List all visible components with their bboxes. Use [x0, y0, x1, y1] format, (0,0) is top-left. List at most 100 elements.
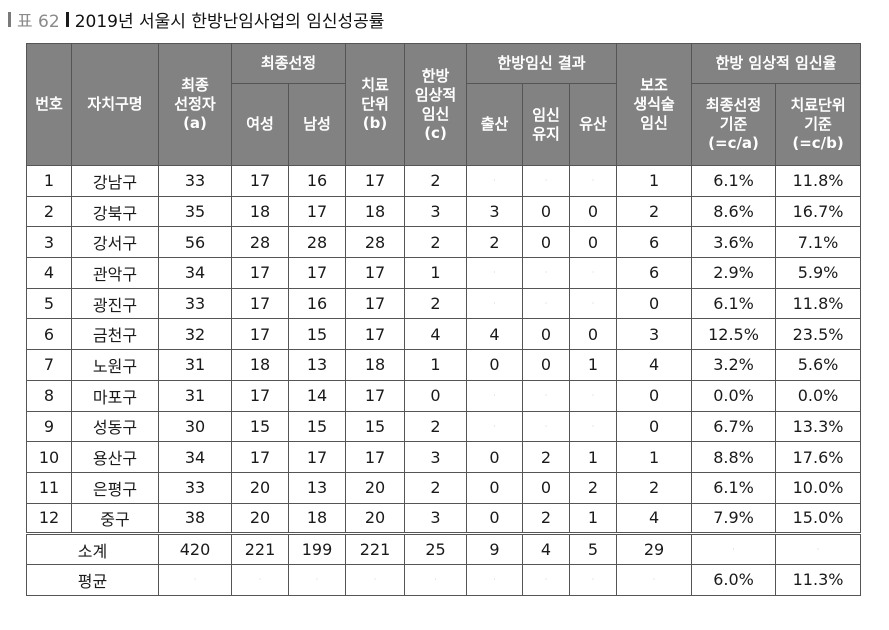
table-cell: 9 [26, 410, 72, 443]
table-row: 11 은평구 33 20 13 20 2 0 0 2 2 6.1% 10.0% [26, 471, 862, 504]
table-cell: 16 [287, 165, 347, 197]
table-cell: 20 [231, 502, 289, 535]
table-cell: · [569, 165, 618, 197]
table-cell: 2 [404, 471, 468, 504]
table-cell: 6.1% [691, 165, 777, 197]
table-cell: · [287, 563, 347, 596]
table-cell: 0 [522, 318, 571, 351]
table-cell: 0 [466, 502, 524, 535]
table-cell: · [569, 257, 618, 289]
subtotal-row: 소계 420 221 199 221 25 9 4 5 29 · · [26, 532, 862, 565]
table-cell: 0 [569, 226, 618, 259]
table-cell: 13 [287, 349, 347, 381]
table-cell: 0 [404, 379, 468, 412]
table-cell: · [158, 563, 232, 596]
average-row: 평균 · · · · · · · · · 6.0% 11.3% [26, 563, 862, 596]
table-cell: 420 [158, 532, 232, 565]
table-cell: 강남구 [71, 165, 159, 197]
table-cell: 2 [616, 471, 693, 504]
table-cell: 평균 [26, 563, 159, 596]
table-cell: 38 [158, 502, 232, 535]
table-cell: · [522, 257, 571, 289]
table-cell: 5 [569, 532, 618, 565]
table-cell: 0.0% [691, 379, 777, 412]
table-cell: 8 [26, 379, 72, 412]
table-cell: 15 [287, 318, 347, 351]
table-cell: 1 [569, 441, 618, 473]
table-cell: 0 [616, 287, 693, 320]
table-cell: 7 [26, 349, 72, 381]
table-cell: 16.7% [775, 195, 862, 228]
table-cell: · [466, 257, 524, 289]
table-cell: 1 [616, 165, 693, 197]
table-cell: 7.1% [775, 226, 862, 259]
header-rate-final: 최종선정 기준 (=c/a) [691, 83, 777, 166]
header-miscarriage: 유산 [569, 83, 618, 166]
table-cell: 6 [616, 257, 693, 289]
table-cell: 34 [158, 257, 232, 289]
header-male: 남성 [287, 83, 347, 166]
table-cell: 25 [404, 532, 468, 565]
table-cell: 13 [287, 471, 347, 504]
table-cell: 6.1% [691, 287, 777, 320]
table-cell: 4 [26, 257, 72, 289]
caption-label: 표 62 [17, 11, 60, 32]
table-cell: 17 [231, 165, 289, 197]
table-cell: 0 [569, 318, 618, 351]
table-row: 6 금천구 32 17 15 17 4 4 0 0 3 12.5% 23.5% [26, 318, 862, 351]
table-cell: 3 [404, 441, 468, 473]
table-cell: 11 [26, 471, 72, 504]
caption-bar-icon [8, 11, 11, 27]
table-cell: 2 [404, 410, 468, 443]
table-cell: 18 [287, 502, 347, 535]
table-cell: · [466, 410, 524, 443]
table-row: 2 강북구 35 18 17 18 3 3 0 0 2 8.6% 16.7% [26, 195, 862, 228]
table-cell: · [466, 287, 524, 320]
table-cell: · [691, 532, 777, 565]
table-cell: 31 [158, 379, 232, 412]
table-cell: 3.2% [691, 349, 777, 381]
table-cell: 17 [231, 257, 289, 289]
table-cell: 23.5% [775, 318, 862, 351]
table-cell: 4 [522, 532, 571, 565]
table-cell: 6 [616, 226, 693, 259]
table-cell: 4 [466, 318, 524, 351]
header-rate-unit: 치료단위 기준 (=c/b) [775, 83, 862, 166]
header-kmed-result: 한방임신 결과 [466, 43, 618, 84]
table-cell: 28 [345, 226, 406, 259]
table-cell: 0 [522, 471, 571, 504]
table-cell: 2 [26, 195, 72, 228]
table-cell: 10 [26, 441, 72, 473]
table-cell: · [775, 532, 862, 565]
table-cell: 20 [345, 471, 406, 504]
table-cell: · [522, 563, 571, 596]
table-cell: 0 [466, 441, 524, 473]
table-cell: 17 [287, 441, 347, 473]
table-cell: 0 [466, 471, 524, 504]
table-cell: · [231, 563, 289, 596]
table-row: 3 강서구 56 28 28 28 2 2 0 0 6 3.6% 7.1% [26, 226, 862, 259]
table-cell: 0 [522, 195, 571, 228]
table-cell: 199 [287, 532, 347, 565]
table-cell: 4 [616, 502, 693, 535]
table-cell: 17 [231, 379, 289, 412]
table-cell: 2 [522, 441, 571, 473]
table-cell: 28 [231, 226, 289, 259]
table-cell: 0 [569, 195, 618, 228]
table-cell: 중구 [71, 502, 159, 535]
table-cell: 6 [26, 318, 72, 351]
table-cell: · [616, 563, 693, 596]
header-assisted: 보조 생식술 임신 [616, 43, 693, 166]
header-preg-keep: 임신 유지 [522, 83, 571, 166]
table-cell: 17 [287, 195, 347, 228]
table-body: 1 강남구 33 17 16 17 2 · · · 1 6.1% 11.8% 2 강북구 35 18 17 18 3 3… [26, 165, 862, 596]
header-birth: 출산 [466, 83, 524, 166]
table-cell: 4 [404, 318, 468, 351]
table-cell: 11.3% [775, 563, 862, 596]
table-cell: 1 [569, 502, 618, 535]
table-cell: · [569, 563, 618, 596]
table-cell: 32 [158, 318, 232, 351]
table-cell: 6.7% [691, 410, 777, 443]
table-row: 5 광진구 33 17 16 17 2 · · · 0 6.1% 11.8% [26, 287, 862, 320]
table-cell: 33 [158, 471, 232, 504]
